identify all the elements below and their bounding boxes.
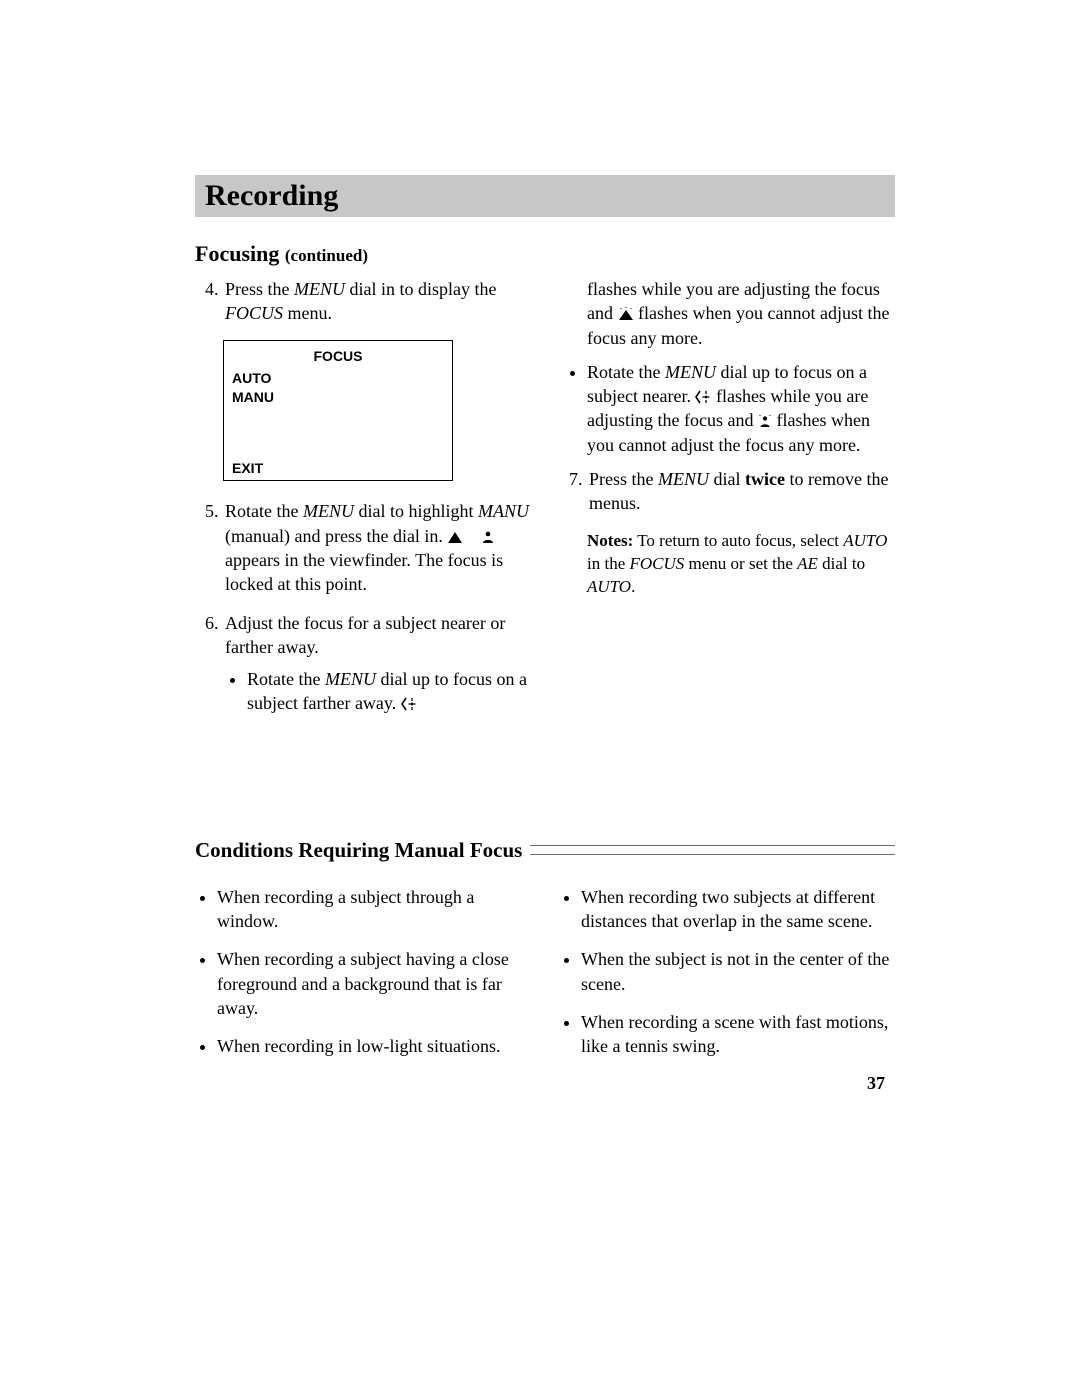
step-4: Press the MENU dial in to display the FO…: [223, 277, 531, 326]
step5-d: appears in the viewfinder. The focus is …: [225, 550, 503, 594]
step5-a: Rotate the: [225, 501, 303, 521]
s6s2-a: Rotate the: [587, 362, 665, 382]
notes-auto: AUTO: [843, 531, 887, 550]
step-7: Press the MENU dial twice to remove the …: [587, 467, 895, 516]
step4-text-c: menu.: [283, 303, 332, 323]
step5-menu: MENU: [303, 501, 354, 521]
content-area: Recording Focusing (continued) Press the…: [195, 175, 895, 1073]
section-title-bar: Recording: [195, 175, 895, 217]
notes-e: .: [631, 577, 635, 596]
conditions-col-right: When recording two subjects at different…: [559, 885, 895, 1073]
steps-left-cont: Rotate the MENU dial to highlight MANU (…: [195, 499, 531, 715]
cond-right-3: When recording a scene with fast motions…: [581, 1010, 895, 1059]
cond-left-1: When recording a subject through a windo…: [217, 885, 531, 934]
conditions-list-left: When recording a subject through a windo…: [195, 885, 531, 1059]
notes-d: dial to: [818, 554, 865, 573]
conditions-columns: When recording a subject through a windo…: [195, 885, 895, 1073]
focusing-columns: Press the MENU dial in to display the FO…: [195, 277, 895, 730]
focusing-col-left: Press the MENU dial in to display the FO…: [195, 277, 531, 730]
s6s1-menu: MENU: [325, 669, 376, 689]
person-flash-icon: [758, 414, 772, 428]
focus-box-auto: AUTO: [232, 369, 444, 388]
steps-left: Press the MENU dial in to display the FO…: [195, 277, 531, 326]
step6-sub1-cont-wrap: flashes while you are adjusting the focu…: [559, 277, 895, 350]
notes-a: To return to auto focus, select: [633, 531, 843, 550]
conditions-col-left: When recording a subject through a windo…: [195, 885, 531, 1073]
step6-a: Adjust the focus for a subject nearer or…: [225, 613, 505, 657]
s7-b: dial: [709, 469, 745, 489]
focus-menu-diagram: FOCUS AUTO MANU EXIT: [223, 340, 453, 482]
step6-sublist-right: Rotate the MENU dial up to focus on a su…: [565, 360, 895, 457]
page: Recording Focusing (continued) Press the…: [0, 0, 1080, 1397]
mountain-flash-icon: [618, 307, 634, 321]
mountain-icon: [447, 530, 463, 544]
subsection-title: Focusing: [195, 241, 279, 266]
s7-twice: twice: [745, 469, 785, 489]
step6-sub2: Rotate the MENU dial up to focus on a su…: [587, 360, 895, 457]
step4-text-b: dial in to display the: [345, 279, 496, 299]
s6s2-menu: MENU: [665, 362, 716, 382]
step6-sublist-left: Rotate the MENU dial up to focus on a su…: [225, 667, 531, 716]
step4-focus: FOCUS: [225, 303, 283, 323]
focus-box-exit: EXIT: [232, 459, 444, 478]
focus-box-manu: MANU: [232, 388, 444, 407]
sparkle-near-icon: [401, 697, 417, 711]
step4-menu: MENU: [294, 279, 345, 299]
conditions-list-right: When recording two subjects at different…: [559, 885, 895, 1059]
cond-left-3: When recording in low-light situations.: [217, 1034, 531, 1058]
sparkle-far-icon: [695, 390, 711, 404]
notes-ae: AE: [797, 554, 818, 573]
s7-a: Press the: [589, 469, 658, 489]
page-number: 37: [867, 1073, 885, 1094]
cond-left-2: When recording a subject having a close …: [217, 947, 531, 1020]
subsection-continued: (continued): [285, 246, 368, 265]
s7-menu: MENU: [658, 469, 709, 489]
steps-right: Press the MENU dial twice to remove the …: [559, 467, 895, 516]
step4-text-a: Press the: [225, 279, 294, 299]
step5-c: (manual) and press the dial in.: [225, 526, 447, 546]
notes-auto2: AUTO: [587, 577, 631, 596]
step-6: Adjust the focus for a subject nearer or…: [223, 611, 531, 716]
notes-c: menu or set the: [684, 554, 797, 573]
subsection-heading-row: Focusing (continued): [195, 241, 895, 267]
conditions-section: Conditions Requiring Manual Focus When r…: [195, 838, 895, 1073]
step-5: Rotate the MENU dial to highlight MANU (…: [223, 499, 531, 596]
notes-b: in the: [587, 554, 630, 573]
section-title: Recording: [205, 179, 338, 212]
step5-b: dial to highlight: [354, 501, 478, 521]
notes-label: Notes:: [587, 531, 633, 550]
cond-right-1: When recording two subjects at different…: [581, 885, 895, 934]
conditions-title: Conditions Requiring Manual Focus: [195, 838, 522, 863]
focus-box-title: FOCUS: [232, 347, 444, 366]
step5-manu: MANU: [478, 501, 529, 521]
notes-block: Notes: To return to auto focus, select A…: [587, 530, 895, 599]
focus-box-body: AUTO MANU: [232, 369, 444, 459]
focusing-col-right: flashes while you are adjusting the focu…: [559, 277, 895, 730]
step6-sub1: Rotate the MENU dial up to focus on a su…: [247, 667, 531, 716]
notes-focus: FOCUS: [630, 554, 685, 573]
heading-rule-lines: [530, 845, 895, 855]
person-icon: [481, 530, 495, 544]
s6s1-a: Rotate the: [247, 669, 325, 689]
conditions-heading-row: Conditions Requiring Manual Focus: [195, 838, 895, 863]
cond-right-2: When the subject is not in the center of…: [581, 947, 895, 996]
